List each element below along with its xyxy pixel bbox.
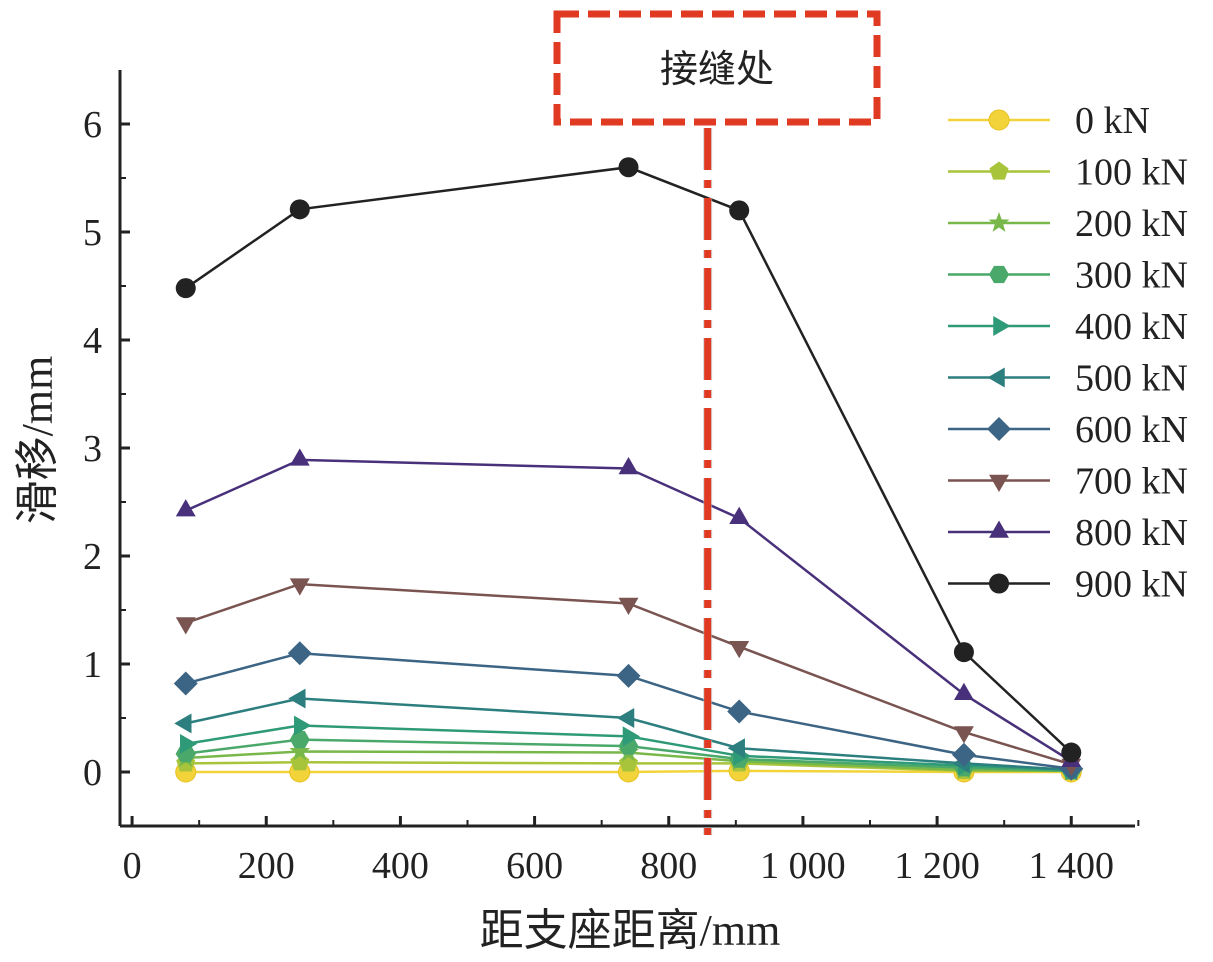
data-point (727, 738, 745, 759)
series-line (185, 750, 1072, 773)
y-axis-label: 滑移/mm (13, 356, 62, 525)
legend-marker (993, 316, 1011, 336)
data-point (294, 715, 312, 736)
data-point (1061, 742, 1082, 763)
data-point (289, 578, 310, 596)
legend: 0 kN 100 kN 200 kN 300 kN 400 kN 500 kN 600 kN… (948, 100, 1188, 606)
legend-label: 600 kN (1075, 409, 1188, 451)
series-lines (173, 157, 1084, 783)
data-point (622, 726, 641, 747)
y-tick-label: 5 (83, 212, 102, 254)
x-tick-label: 800 (640, 845, 697, 887)
legend-label: 200 kN (1075, 203, 1188, 245)
data-point (729, 200, 750, 221)
legend-label: 0 kN (1075, 100, 1150, 142)
y-tick-label: 6 (83, 104, 102, 146)
legend-item: 100 kN (948, 152, 1188, 194)
data-point (175, 617, 196, 635)
y-tick-label: 1 (83, 644, 102, 686)
legend-label: 300 kN (1075, 255, 1188, 297)
data-point (618, 597, 639, 616)
data-point (618, 457, 639, 475)
legend-item: 600 kN (948, 409, 1188, 451)
legend-marker (989, 474, 1009, 492)
data-point (616, 663, 641, 688)
legend-marker (989, 265, 1009, 284)
series-800-kN (175, 448, 1082, 767)
data-point (288, 688, 306, 709)
series-line (185, 582, 1072, 766)
joint-label: 接缝处 (660, 49, 774, 91)
data-point (175, 499, 196, 517)
legend-label: 100 kN (1075, 152, 1188, 194)
legend-marker (988, 109, 1010, 131)
data-point (953, 642, 974, 663)
data-point (287, 641, 312, 666)
joint-box (553, 10, 881, 126)
data-point (951, 742, 976, 767)
legend-marker (987, 417, 1011, 441)
data-point (953, 726, 974, 744)
legend-marker (989, 573, 1009, 594)
x-tick-label: 0 (123, 845, 142, 887)
data-point (289, 730, 310, 749)
legend-label: 800 kN (1075, 512, 1188, 554)
data-point (953, 682, 974, 700)
series-line (185, 697, 1072, 772)
legend-item: 200 kN (948, 203, 1188, 245)
x-tick-label: 600 (506, 845, 563, 887)
legend-item: 300 kN (948, 255, 1188, 297)
x-tick-label: 400 (372, 845, 429, 887)
x-tick-label: 1 400 (1029, 845, 1115, 887)
series-line (185, 651, 1072, 770)
y-tick-label: 3 (83, 428, 102, 470)
legend-item: 0 kN (948, 100, 1150, 142)
joint-annotation: 接缝处 (553, 10, 881, 835)
legend-item: 700 kN (948, 461, 1188, 503)
data-point (289, 448, 310, 466)
y-tick-label: 2 (83, 536, 102, 578)
legend-marker (989, 520, 1009, 538)
legend-label: 700 kN (1075, 461, 1188, 503)
data-point (618, 157, 639, 178)
x-tick-label: 1 000 (760, 845, 846, 887)
data-point (173, 671, 198, 696)
data-point (617, 708, 635, 728)
series-line (185, 724, 1072, 772)
legend-item: 800 kN (948, 512, 1188, 554)
legend-label: 500 kN (1075, 358, 1188, 400)
series-line (185, 738, 1072, 773)
legend-marker (988, 212, 1010, 232)
y-tick-label: 4 (83, 320, 102, 362)
legend-item: 500 kN (948, 358, 1188, 400)
legend-item: 900 kN (948, 564, 1188, 606)
data-point (729, 640, 750, 659)
data-point (727, 699, 752, 724)
series-line (185, 165, 1073, 754)
axes: 0 1 2 3 4 5 6 0 200 400 600 800 1 000 1 200 1 400 (83, 70, 1140, 887)
data-point (289, 199, 310, 220)
x-tick-label: 200 (238, 845, 295, 887)
data-point (289, 740, 311, 761)
series-line (185, 458, 1072, 763)
data-point (729, 506, 750, 524)
data-point (174, 713, 192, 734)
x-tick-label: 1 200 (894, 845, 980, 887)
legend-label: 900 kN (1075, 564, 1188, 606)
legend-item: 400 kN (948, 306, 1188, 348)
legend-marker (987, 367, 1005, 388)
data-point (175, 278, 196, 299)
legend-marker (989, 161, 1009, 180)
data-point (179, 733, 198, 754)
y-tick-label: 0 (83, 752, 102, 794)
series-900-kN (175, 157, 1082, 763)
legend-label: 400 kN (1075, 306, 1188, 348)
x-axis-label: 距支座距离/mm (480, 906, 781, 955)
